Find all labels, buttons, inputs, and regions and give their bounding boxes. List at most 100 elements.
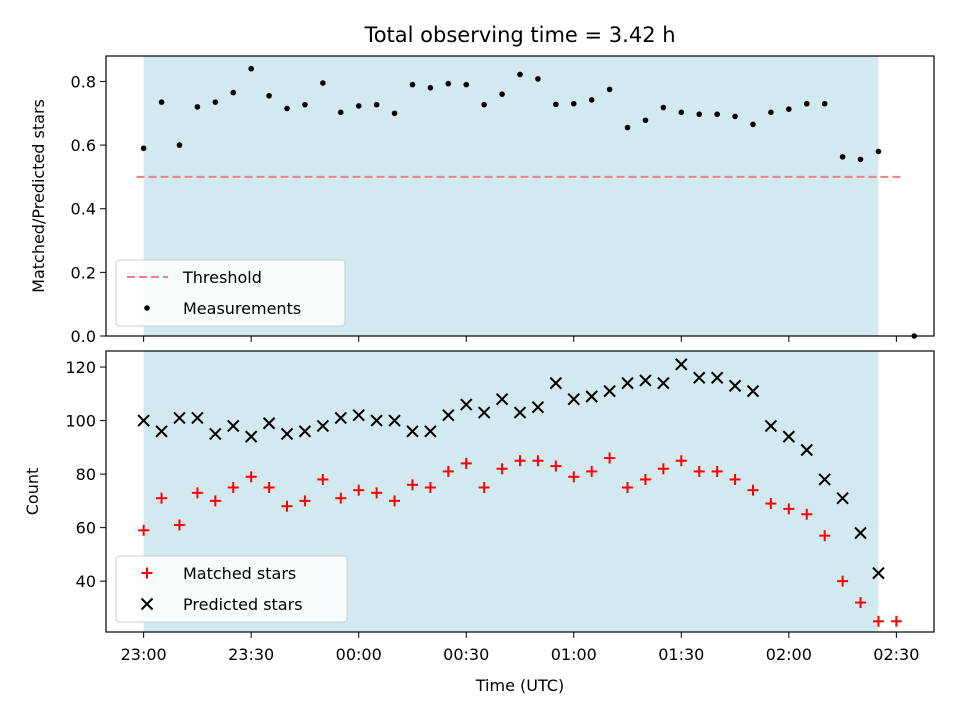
- legend-matched-marker: [141, 567, 153, 579]
- matched-star-point: [156, 492, 168, 504]
- matched-star-point: [263, 481, 275, 493]
- predicted-star-point: [155, 425, 168, 438]
- measurement-point: [284, 105, 290, 112]
- top-legend: Threshold Measurements: [115, 259, 346, 327]
- y-tick-label: 0.2: [71, 263, 96, 282]
- x-tick-label: 02:00: [766, 645, 812, 664]
- matched-star-point: [604, 452, 616, 464]
- predicted-star-point: [836, 491, 849, 505]
- measurement-point: [463, 81, 470, 88]
- matched-star-point: [227, 481, 239, 493]
- legend-threshold-label: Threshold: [182, 268, 262, 287]
- predicted-star-point: [460, 398, 473, 411]
- x-tick-label: 01:00: [551, 645, 597, 664]
- measurement-point: [337, 109, 344, 116]
- predicted-stars-points: [137, 358, 885, 580]
- matched-star-point: [335, 492, 347, 504]
- measurement-point: [750, 121, 756, 128]
- measurement-point: [696, 111, 703, 118]
- chart-title: Total observing time = 3.42 h: [363, 23, 675, 47]
- matched-star-point: [389, 495, 401, 507]
- matched-star-point: [693, 465, 705, 477]
- measurement-point: [391, 110, 398, 117]
- predicted-star-point: [746, 384, 760, 398]
- predicted-star-point: [262, 417, 276, 430]
- matched-star-point: [514, 455, 526, 467]
- measurement-point: [821, 100, 828, 107]
- predicted-star-point: [603, 384, 616, 398]
- measurement-point: [248, 65, 254, 72]
- measurement-point: [499, 91, 505, 97]
- x-tick-label: 23:30: [228, 645, 274, 664]
- measurement-point: [714, 111, 720, 118]
- top-measurement-points: [140, 65, 918, 339]
- matched-star-point: [783, 503, 795, 515]
- predicted-star-point: [531, 400, 545, 414]
- measurement-point: [140, 145, 147, 152]
- predicted-star-point: [854, 526, 867, 540]
- measurement-point: [355, 103, 362, 109]
- predicted-star-point: [424, 425, 437, 438]
- predicted-star-point: [513, 406, 527, 419]
- measurement-point: [660, 104, 667, 111]
- x-tick-label: 01:30: [658, 645, 704, 664]
- y-tick-label: 100: [65, 412, 96, 431]
- predicted-star-point: [818, 473, 831, 486]
- predicted-star-point: [782, 430, 796, 443]
- legend-predicted-label: Predicted stars: [183, 595, 303, 614]
- legend-matched-label: Matched stars: [183, 564, 296, 583]
- legend-measurements-label: Measurements: [183, 299, 301, 318]
- predicted-star-point: [316, 419, 330, 433]
- matched-star-point: [890, 615, 902, 627]
- predicted-star-point: [442, 409, 455, 422]
- measurement-point: [481, 101, 487, 108]
- matched-star-point: [209, 495, 221, 507]
- matched-star-point: [568, 471, 580, 483]
- predicted-star-point: [406, 425, 419, 438]
- matched-star-point: [639, 473, 651, 485]
- matched-star-point: [747, 484, 759, 496]
- measurement-point: [409, 81, 416, 88]
- measurement-point: [768, 109, 774, 116]
- predicted-star-point: [567, 392, 580, 406]
- measurement-point: [212, 99, 219, 105]
- matched-star-point: [837, 575, 849, 587]
- predicted-star-point: [621, 376, 634, 390]
- matched-star-point: [424, 481, 436, 493]
- bottom-legend-box: [115, 555, 348, 623]
- measurement-point: [553, 101, 559, 108]
- matched-star-point: [406, 479, 418, 491]
- measurement-point: [517, 71, 523, 78]
- y-tick-label: 120: [65, 358, 96, 377]
- measurement-point: [624, 124, 631, 131]
- predicted-star-point: [298, 425, 312, 438]
- predicted-star-point: [585, 390, 598, 403]
- predicted-star-point: [244, 430, 258, 443]
- predicted-star-point: [495, 392, 509, 406]
- predicted-star-point: [800, 443, 813, 457]
- top-y-axis-label: Matched/Predicted stars: [29, 99, 48, 293]
- predicted-star-point: [388, 414, 401, 427]
- measurement-point: [678, 109, 685, 116]
- y-tick-label: 0.8: [71, 72, 96, 91]
- predicted-star-point: [693, 371, 706, 384]
- measurement-point: [875, 148, 882, 155]
- bottom-y-ticks: 40 60 80 100 120: [65, 358, 106, 591]
- y-tick-label: 60: [76, 519, 96, 538]
- predicted-star-point: [227, 419, 240, 433]
- matched-star-point: [191, 487, 203, 499]
- matched-stars-points: [138, 452, 902, 627]
- predicted-star-point: [675, 358, 688, 371]
- measurement-point: [194, 104, 201, 110]
- bottom-y-axis-label: Count: [23, 468, 42, 516]
- y-tick-label: 0.4: [71, 200, 96, 219]
- matched-star-point: [657, 463, 669, 475]
- predicted-star-point: [872, 566, 885, 580]
- bottom-panel: 40 60 80 100 120 23:00 23:30 00:00 00:30 01:00 01…: [23, 350, 935, 695]
- measurement-point: [570, 100, 577, 107]
- predicted-star-point: [549, 376, 563, 390]
- matched-star-point: [801, 508, 813, 520]
- predicted-star-point: [639, 374, 652, 387]
- x-tick-label: 00:00: [336, 645, 382, 664]
